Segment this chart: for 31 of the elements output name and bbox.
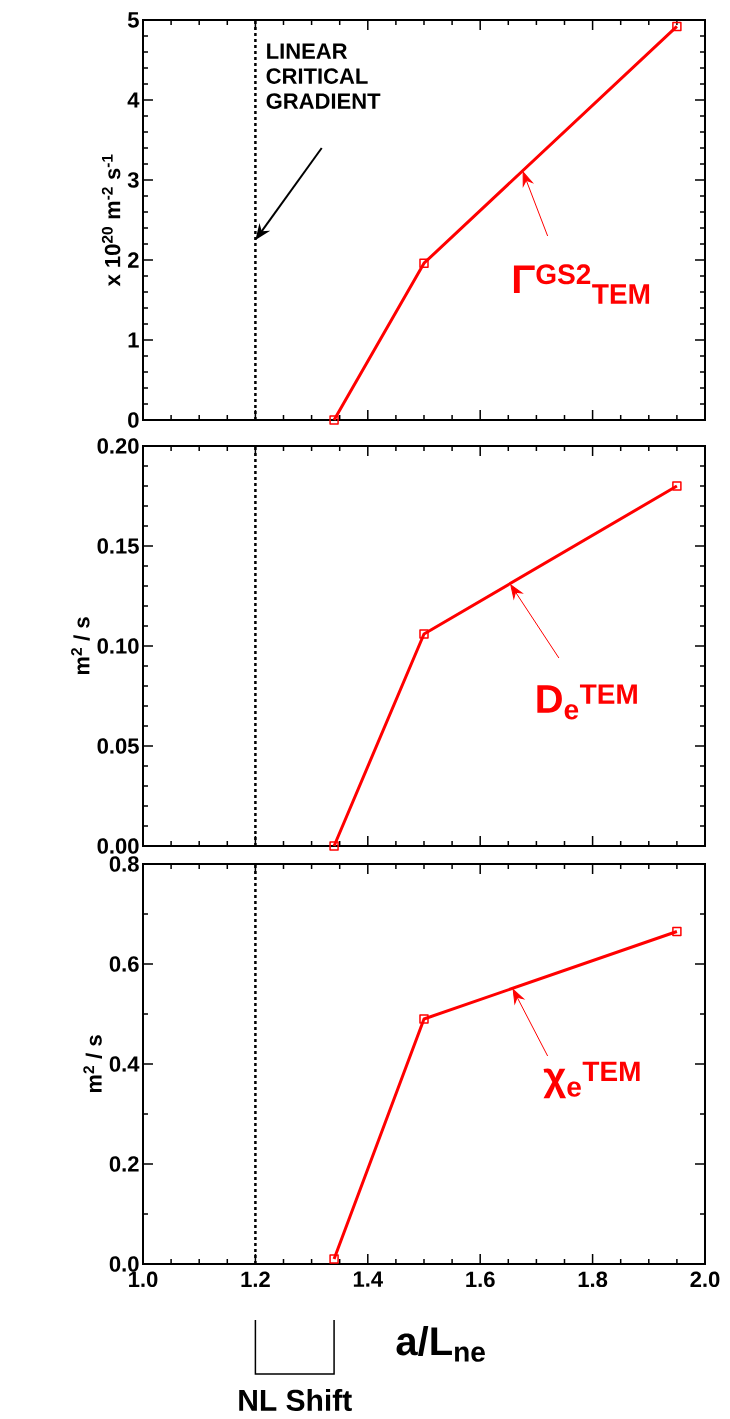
y-tick-label: 0.15: [97, 538, 139, 554]
y-tick-label: 0.2: [109, 1156, 139, 1172]
y-axis-title: m$^{2}$ / s: [83, 1035, 103, 1093]
y-tick-label: 0.4: [109, 1056, 140, 1072]
y-tick-label: 0: [128, 412, 139, 428]
y-tick-label: 0.6: [109, 956, 139, 972]
x-tick-label: 1.0: [129, 1271, 158, 1288]
x-tick-label: 1.2: [241, 1271, 270, 1287]
x-tick-label: 1.8: [578, 1271, 608, 1288]
series-label: χ$_{e}$$^{TEM}$: [543, 1061, 640, 1099]
y-tick-label: 1: [128, 332, 139, 348]
y-tick-label: 2: [128, 252, 139, 268]
x-tick-label: 1.6: [466, 1271, 495, 1288]
y-tick-label: 0.05: [97, 738, 139, 754]
text: NL Shift: [239, 1388, 352, 1412]
y-tick-label: 4: [127, 92, 140, 108]
y-tick-label: 0.8: [109, 856, 139, 872]
y-tick-label: 0.10: [97, 638, 139, 654]
y-axis-title: m$^{2}$ / s: [71, 617, 90, 675]
y-tick-label: 0.20: [97, 438, 139, 454]
y-tick-label: 0.0: [109, 1256, 139, 1272]
y-tick-label: 0.00: [97, 838, 139, 854]
x-tick-label: 1.4: [353, 1271, 383, 1287]
ref-line-label: LINEAR CRITICAL GRADIENT: [266, 43, 381, 109]
y-axis-title: x 10$^{20}$ m$^{-2}$ s$^{-1}$: [101, 154, 121, 287]
y-tick-label: 3: [127, 172, 139, 188]
y-tick-label: 5: [127, 12, 139, 28]
x-axis-title: a/L$_{ne}$: [396, 1326, 485, 1362]
x-tick-label: 2.0: [690, 1271, 720, 1288]
text: D$_{e}$$^{TEM}$: [537, 684, 637, 720]
legend-label: Γ$^{GS2}$TEM: [513, 264, 650, 304]
